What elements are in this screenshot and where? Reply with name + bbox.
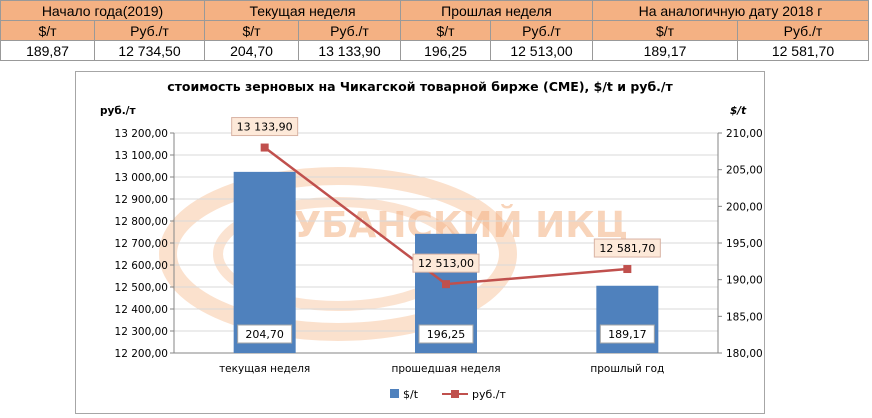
rub-point [442, 280, 450, 289]
left-tick-label: 12 400,00 [115, 304, 168, 316]
watermark-swirl [159, 167, 517, 341]
rub-line: 13 133,90 12 513,00 12 581,70 [231, 117, 661, 289]
legend-label-rub: руб./т [472, 388, 506, 401]
left-tick-label: 12 900,00 [115, 194, 168, 206]
left-tick-label: 12 200,00 [115, 348, 168, 360]
rub-point-label: 12 513,00 [418, 257, 474, 270]
right-tick-label: 185,00 [726, 311, 763, 323]
category-labels: текущая неделя прошедшая неделя прошлый го… [219, 363, 664, 375]
right-tick-label: 210,00 [726, 128, 763, 140]
right-tick-label: 205,00 [726, 165, 763, 177]
left-tick-label: 12 700,00 [115, 238, 168, 250]
legend-label-usd: $/t [403, 388, 419, 401]
left-tick-label: 13 200,00 [115, 128, 168, 140]
subheader-usd: $/т [592, 20, 738, 41]
usd-bar-label-box [418, 324, 474, 344]
value-cell: 189,17 [592, 40, 738, 61]
subheader-rub: Руб./т [94, 20, 205, 41]
right-tick-label: 180,00 [726, 348, 763, 360]
right-axis-label: $/t [730, 105, 747, 117]
left-tick-label: 13 100,00 [115, 150, 168, 162]
usd-bar-label: 189,17 [608, 328, 647, 341]
value-cell: 12 734,50 [94, 40, 205, 61]
left-tick-label: 12 500,00 [115, 282, 168, 294]
left-tick-label: 12 800,00 [115, 216, 168, 228]
left-axis-label: руб./т [100, 105, 137, 117]
right-axis-ticks: 180,00 185,00 190,00 195,00 200,00 205,00 210,… [718, 128, 763, 360]
rub-point [623, 265, 632, 274]
usd-bar-label: 204,70 [245, 328, 284, 341]
legend-marker-rub [451, 390, 459, 398]
subheader-rub: Руб./т [298, 20, 401, 41]
group-header-same-date-2018: На аналогичную дату 2018 г [592, 0, 869, 21]
usd-bar-label-box [599, 324, 655, 344]
chart-title: стоимость зерновых на Чикагской товарной… [167, 79, 673, 94]
price-table: Начало года(2019) Текущая неделя Прошлая… [0, 0, 869, 61]
subheader-usd: $/т [400, 20, 491, 41]
value-cell: 204,70 [204, 40, 299, 61]
subheader-rub: Руб./т [737, 20, 869, 41]
value-cell: 12 581,70 [737, 40, 869, 61]
rub-point-label-box [231, 117, 299, 137]
legend: $/t руб./т [390, 388, 506, 401]
category-label: текущая неделя [219, 363, 310, 375]
right-tick-label: 190,00 [726, 275, 763, 287]
value-cell: 13 133,90 [298, 40, 401, 61]
rub-point-label: 12 581,70 [599, 242, 655, 255]
usd-bar [233, 171, 296, 353]
group-header-current-week: Текущая неделя [204, 0, 401, 21]
left-tick-label: 12 600,00 [115, 260, 168, 272]
right-tick-label: 200,00 [726, 201, 763, 213]
value-cell: 12 513,00 [490, 40, 593, 61]
left-tick-label: 13 000,00 [115, 172, 168, 184]
value-cell: 196,25 [400, 40, 491, 61]
chart-canvas: КУБАНСКИЙ ИКЦ стоимость зерновых на Чика… [100, 79, 763, 401]
right-tick-label: 195,00 [726, 238, 763, 250]
left-axis-ticks: 12 200,00 12 300,00 12 400,00 12 500,00 12 6… [115, 128, 174, 360]
subheader-usd: $/т [0, 20, 95, 41]
usd-bar-label: 196,25 [427, 328, 466, 341]
rub-point [260, 143, 269, 152]
left-tick-label: 12 300,00 [115, 326, 168, 338]
rub-point-label: 13 133,90 [237, 121, 293, 134]
legend-swatch-usd [390, 389, 399, 398]
price-chart: КУБАНСКИЙ ИКЦ стоимость зерновых на Чика… [75, 71, 765, 414]
usd-bar-label-box [237, 324, 293, 344]
category-label: прошедшая неделя [391, 363, 500, 375]
category-label: прошлый год [590, 363, 664, 375]
subheader-rub: Руб./т [490, 20, 593, 41]
subheader-usd: $/т [204, 20, 299, 41]
value-cell: 189,87 [0, 40, 95, 61]
rub-point-label-box [412, 253, 480, 273]
group-header-year-start: Начало года(2019) [0, 0, 205, 21]
rub-point-label-box [593, 238, 661, 258]
group-header-last-week: Прошлая неделя [400, 0, 593, 21]
